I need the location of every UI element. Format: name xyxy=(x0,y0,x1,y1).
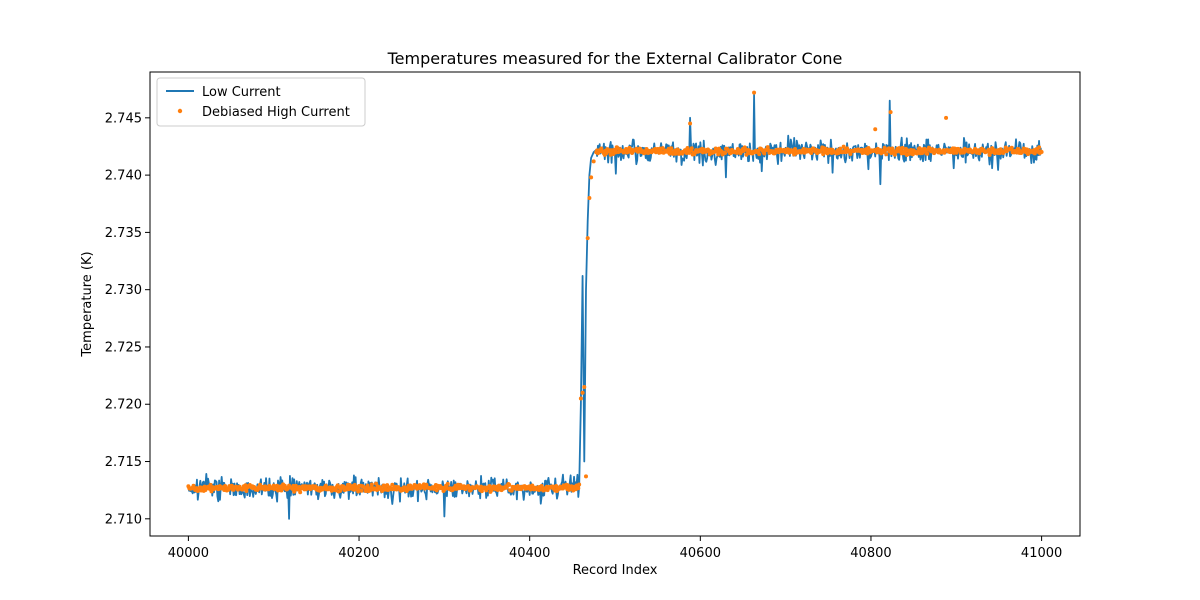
data-point xyxy=(752,90,757,95)
y-axis-label: Temperature (K) xyxy=(80,251,95,357)
data-point xyxy=(369,482,374,487)
data-point xyxy=(365,483,370,488)
data-point xyxy=(762,151,767,156)
data-point xyxy=(582,385,587,390)
data-point xyxy=(873,127,878,132)
data-point xyxy=(1039,150,1044,155)
data-point xyxy=(917,146,922,151)
data-point xyxy=(660,146,665,151)
x-axis-label: Record Index xyxy=(573,563,658,578)
data-point xyxy=(1009,145,1014,150)
y-tick-label: 2.745 xyxy=(105,111,142,126)
data-point xyxy=(765,145,770,150)
legend: Low Current Debiased High Current xyxy=(156,77,366,127)
data-point xyxy=(359,488,364,493)
data-point xyxy=(892,152,897,157)
y-tick-label: 2.720 xyxy=(105,398,142,413)
data-point xyxy=(986,147,991,152)
data-point xyxy=(669,146,674,151)
legend-box xyxy=(156,77,366,127)
data-point xyxy=(408,483,413,488)
data-point xyxy=(848,152,853,156)
data-point xyxy=(884,152,889,157)
axes-frame xyxy=(149,71,1081,537)
legend-marker-debiased-high-current xyxy=(177,108,183,114)
data-point xyxy=(688,121,693,126)
data-point xyxy=(380,488,385,493)
data-point xyxy=(223,484,228,489)
data-point xyxy=(591,159,596,164)
data-point xyxy=(487,484,492,489)
data-point xyxy=(587,196,592,201)
y-tick-label: 2.740 xyxy=(105,169,142,184)
x-tick-label: 40400 xyxy=(509,546,550,561)
series-points-debiased-high-current xyxy=(186,90,1044,495)
legend-label-debiased-high-current: Debiased High Current xyxy=(202,105,350,120)
data-point xyxy=(583,474,588,479)
data-point xyxy=(507,482,512,487)
y-tick-label: 2.735 xyxy=(105,226,142,241)
data-point xyxy=(298,490,303,495)
legend-label-low-current: Low Current xyxy=(202,85,281,100)
data-point xyxy=(292,489,297,494)
data-point xyxy=(1037,145,1042,150)
y-tick-label: 2.725 xyxy=(105,340,142,355)
x-tick-label: 40000 xyxy=(168,546,209,561)
plot-area xyxy=(186,90,1044,520)
data-point xyxy=(886,146,891,151)
x-axis: 40000 40200 40400 40600 40800 41000 xyxy=(168,536,1062,561)
data-point xyxy=(757,152,762,157)
data-point xyxy=(925,151,930,156)
y-axis: 2.710 2.715 2.720 2.725 2.730 2.735 2.740 2.745 xyxy=(105,111,150,527)
data-point xyxy=(922,146,927,151)
data-point xyxy=(208,482,213,487)
x-tick-label: 40200 xyxy=(338,546,379,561)
data-point xyxy=(576,486,581,491)
data-point xyxy=(685,146,690,150)
data-point xyxy=(954,150,959,155)
data-point xyxy=(589,175,594,180)
y-tick-label: 2.710 xyxy=(105,512,142,527)
data-point xyxy=(723,151,728,156)
data-point xyxy=(900,145,905,150)
data-point xyxy=(244,489,249,494)
data-point xyxy=(445,481,450,486)
y-tick-label: 2.730 xyxy=(105,283,142,298)
data-point xyxy=(809,150,814,155)
data-point xyxy=(689,146,694,151)
data-point xyxy=(578,396,583,401)
data-point xyxy=(838,146,843,151)
x-tick-label: 41000 xyxy=(1021,546,1062,561)
data-point xyxy=(676,147,681,152)
data-point xyxy=(390,482,395,487)
x-tick-label: 40600 xyxy=(680,546,721,561)
data-point xyxy=(585,236,590,241)
data-point xyxy=(944,115,949,120)
data-point xyxy=(580,390,585,395)
data-point xyxy=(1032,151,1037,156)
data-point xyxy=(577,482,582,487)
chart-title: Temperatures measured for the External C… xyxy=(387,49,843,68)
data-point xyxy=(888,110,893,115)
x-tick-label: 40800 xyxy=(850,546,891,561)
y-tick-label: 2.715 xyxy=(105,455,142,470)
data-point xyxy=(841,144,846,149)
